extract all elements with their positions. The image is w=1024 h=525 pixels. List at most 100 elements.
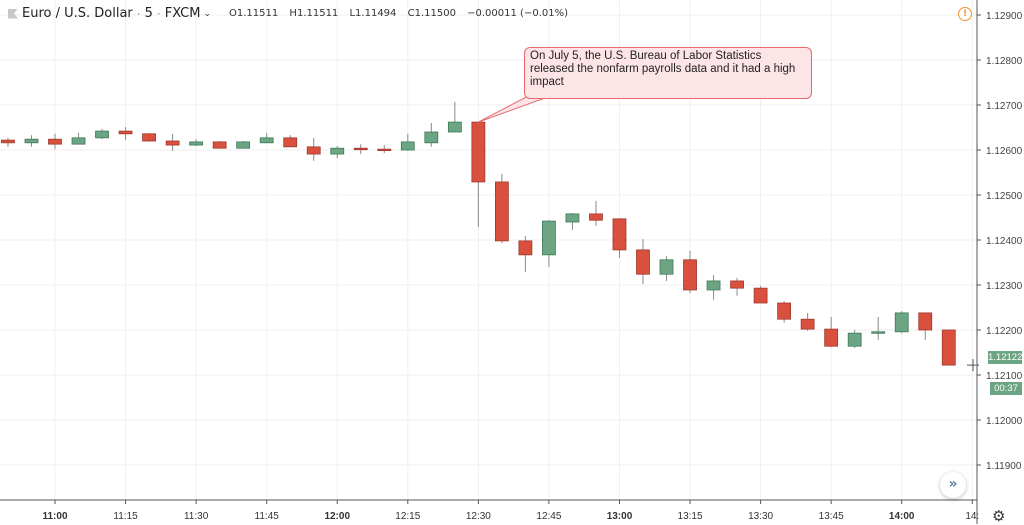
candle-body <box>118 130 133 135</box>
candle-13:05[interactable] <box>636 239 650 285</box>
low-value: L1.11494 <box>349 8 397 19</box>
x-tick-label: 12:00 <box>324 511 350 522</box>
alert-icon[interactable]: ! <box>958 7 972 21</box>
candle-11:40[interactable] <box>236 141 251 149</box>
candle-12:10[interactable] <box>377 145 392 154</box>
candle-11:35[interactable] <box>212 141 227 149</box>
candle-body <box>706 280 721 291</box>
candle-body <box>800 318 815 330</box>
candle-13:20[interactable] <box>706 275 721 300</box>
candle-body <box>330 147 345 155</box>
x-tick-label: 14: <box>965 511 979 522</box>
candle-body <box>918 312 933 331</box>
candle-body <box>612 218 627 251</box>
x-tick-label: 11:00 <box>42 511 67 522</box>
x-tick-label: 12:45 <box>536 511 561 522</box>
candle-13:40[interactable] <box>800 312 815 331</box>
candle-10:55[interactable] <box>24 135 39 147</box>
candle-body <box>659 259 674 275</box>
candle-body <box>377 148 392 152</box>
candle-11:20[interactable] <box>142 132 156 142</box>
candle-body <box>565 213 580 223</box>
scroll-to-realtime-icon[interactable]: » <box>940 472 966 498</box>
candle-12:20[interactable] <box>424 123 439 147</box>
x-tick-label: 13:15 <box>678 511 703 522</box>
candle-12:35[interactable] <box>494 173 509 244</box>
y-tick-label: 1.12400 <box>986 236 1023 247</box>
candle-11:30[interactable] <box>189 139 204 146</box>
candle-body <box>48 138 62 145</box>
x-tick-label: 12:30 <box>466 511 491 522</box>
candle-13:55[interactable] <box>871 316 886 340</box>
candle-body <box>236 141 251 149</box>
interval[interactable]: 5 <box>144 6 153 21</box>
candle-body <box>306 146 321 155</box>
candle-11:15[interactable] <box>118 127 133 141</box>
candle-13:30[interactable] <box>753 285 768 304</box>
candle-body <box>542 220 556 256</box>
candle-body <box>589 213 603 221</box>
candle-13:25[interactable] <box>730 277 744 296</box>
candle-13:45[interactable] <box>824 316 839 348</box>
y-tick-label: 1.12000 <box>986 416 1023 427</box>
high-value: H1.11511 <box>289 8 339 19</box>
candle-body <box>518 240 533 256</box>
candle-body <box>871 331 886 334</box>
candle-11:45[interactable] <box>259 132 274 144</box>
ohlc-values: O1.11511 H1.11511 L1.11494 C1.11500 −0.0… <box>229 8 576 19</box>
candle-body <box>471 121 486 183</box>
candle-12:40[interactable] <box>518 235 533 272</box>
candle-12:00[interactable] <box>330 145 345 159</box>
candle-11:50[interactable] <box>283 135 298 148</box>
x-tick-label: 11:45 <box>255 511 280 522</box>
candle-body <box>95 130 109 139</box>
separator: · <box>136 6 141 21</box>
candle-11:05[interactable] <box>71 132 86 145</box>
annotation-callout[interactable]: On July 5, the U.S. Bureau of Labor Stat… <box>524 47 812 99</box>
candle-body <box>71 137 86 145</box>
candle-12:55[interactable] <box>589 200 603 227</box>
candle-12:25[interactable] <box>447 101 462 133</box>
candle-body <box>753 287 768 304</box>
candle-body <box>24 138 39 144</box>
candle-10:50[interactable] <box>1 137 15 147</box>
y-tick-label: 1.12100 <box>986 371 1023 382</box>
symbol-name[interactable]: Euro / U.S. Dollar <box>22 6 133 21</box>
candle-11:55[interactable] <box>306 137 321 161</box>
x-tick-label: 13:30 <box>748 511 773 522</box>
bar-countdown-label: 00:37 <box>990 382 1022 395</box>
candle-12:30[interactable] <box>471 121 486 227</box>
candle-body <box>259 137 274 144</box>
candle-13:10[interactable] <box>659 256 674 281</box>
y-tick-label: 1.12200 <box>986 326 1023 337</box>
candle-14:05[interactable] <box>918 312 933 340</box>
candle-14:10[interactable] <box>941 329 956 366</box>
candle-13:15[interactable] <box>683 250 697 294</box>
candle-12:45[interactable] <box>542 220 556 267</box>
candle-11:25[interactable] <box>165 133 180 151</box>
candle-body <box>1 139 15 144</box>
candle-body <box>283 137 298 148</box>
candle-13:50[interactable] <box>847 330 862 348</box>
candle-12:05[interactable] <box>353 144 368 155</box>
data-source[interactable]: FXCM <box>164 6 201 21</box>
candle-body <box>494 181 509 242</box>
candle-body <box>353 147 368 151</box>
candle-body <box>142 133 156 142</box>
candle-11:00[interactable] <box>48 133 62 150</box>
candle-13:00[interactable] <box>612 218 627 258</box>
x-tick-label: 12:15 <box>395 511 420 522</box>
candle-body <box>424 131 439 144</box>
candle-13:35[interactable] <box>777 301 792 323</box>
candle-body <box>165 140 180 146</box>
candle-body <box>941 329 956 366</box>
settings-gear-icon[interactable]: ⚙ <box>992 507 1006 525</box>
candle-12:15[interactable] <box>400 133 415 151</box>
x-tick-label: 13:00 <box>607 511 633 522</box>
y-tick-label: 1.12600 <box>986 146 1023 157</box>
candle-12:50[interactable] <box>565 213 580 231</box>
candle-11:10[interactable] <box>95 128 109 140</box>
chevron-down-icon[interactable]: ⌄ <box>203 8 211 19</box>
candle-14:00[interactable] <box>894 311 909 334</box>
